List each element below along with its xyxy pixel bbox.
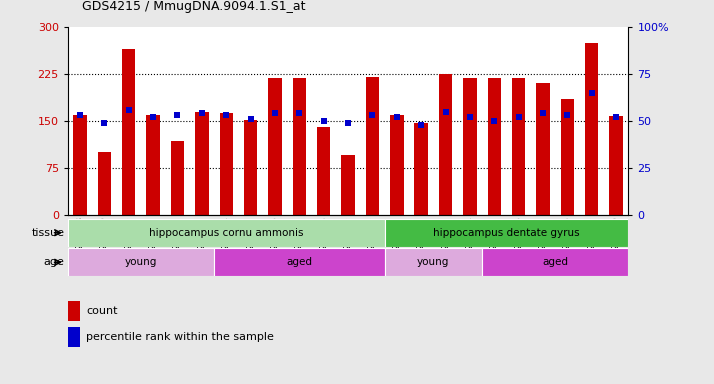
Bar (68, 301, 81, 321)
Bar (293, 78, 306, 215)
Bar (68, 219, 385, 247)
Bar (195, 112, 208, 215)
Text: GDS4215 / MmugDNA.9094.1.S1_at: GDS4215 / MmugDNA.9094.1.S1_at (82, 0, 306, 13)
Text: aged: aged (286, 257, 312, 267)
Bar (385, 248, 482, 276)
Bar (385, 219, 628, 247)
Text: tissue: tissue (31, 228, 64, 238)
Bar (122, 49, 136, 215)
Bar (317, 127, 331, 215)
Bar (482, 248, 628, 276)
Bar (171, 141, 184, 215)
Bar (219, 113, 233, 215)
Text: aged: aged (542, 257, 568, 267)
Text: age: age (44, 257, 64, 267)
Bar (244, 120, 257, 215)
Bar (610, 116, 623, 215)
Bar (439, 74, 452, 215)
Bar (366, 77, 379, 215)
Bar (415, 123, 428, 215)
Bar (68, 248, 214, 276)
Bar (488, 78, 501, 215)
Bar (98, 152, 111, 215)
Bar (214, 248, 385, 276)
Bar (146, 115, 160, 215)
Bar (68, 327, 81, 347)
Bar (463, 78, 477, 215)
Bar (390, 115, 403, 215)
Text: count: count (86, 306, 118, 316)
Bar (341, 156, 355, 215)
Text: young: young (417, 257, 450, 267)
Text: percentile rank within the sample: percentile rank within the sample (86, 332, 274, 343)
Bar (560, 99, 574, 215)
Text: young: young (125, 257, 157, 267)
Text: hippocampus cornu ammonis: hippocampus cornu ammonis (149, 228, 303, 238)
Bar (74, 115, 86, 215)
Bar (512, 78, 526, 215)
Bar (536, 83, 550, 215)
Bar (585, 43, 598, 215)
Bar (268, 78, 281, 215)
Text: hippocampus dentate gyrus: hippocampus dentate gyrus (433, 228, 580, 238)
